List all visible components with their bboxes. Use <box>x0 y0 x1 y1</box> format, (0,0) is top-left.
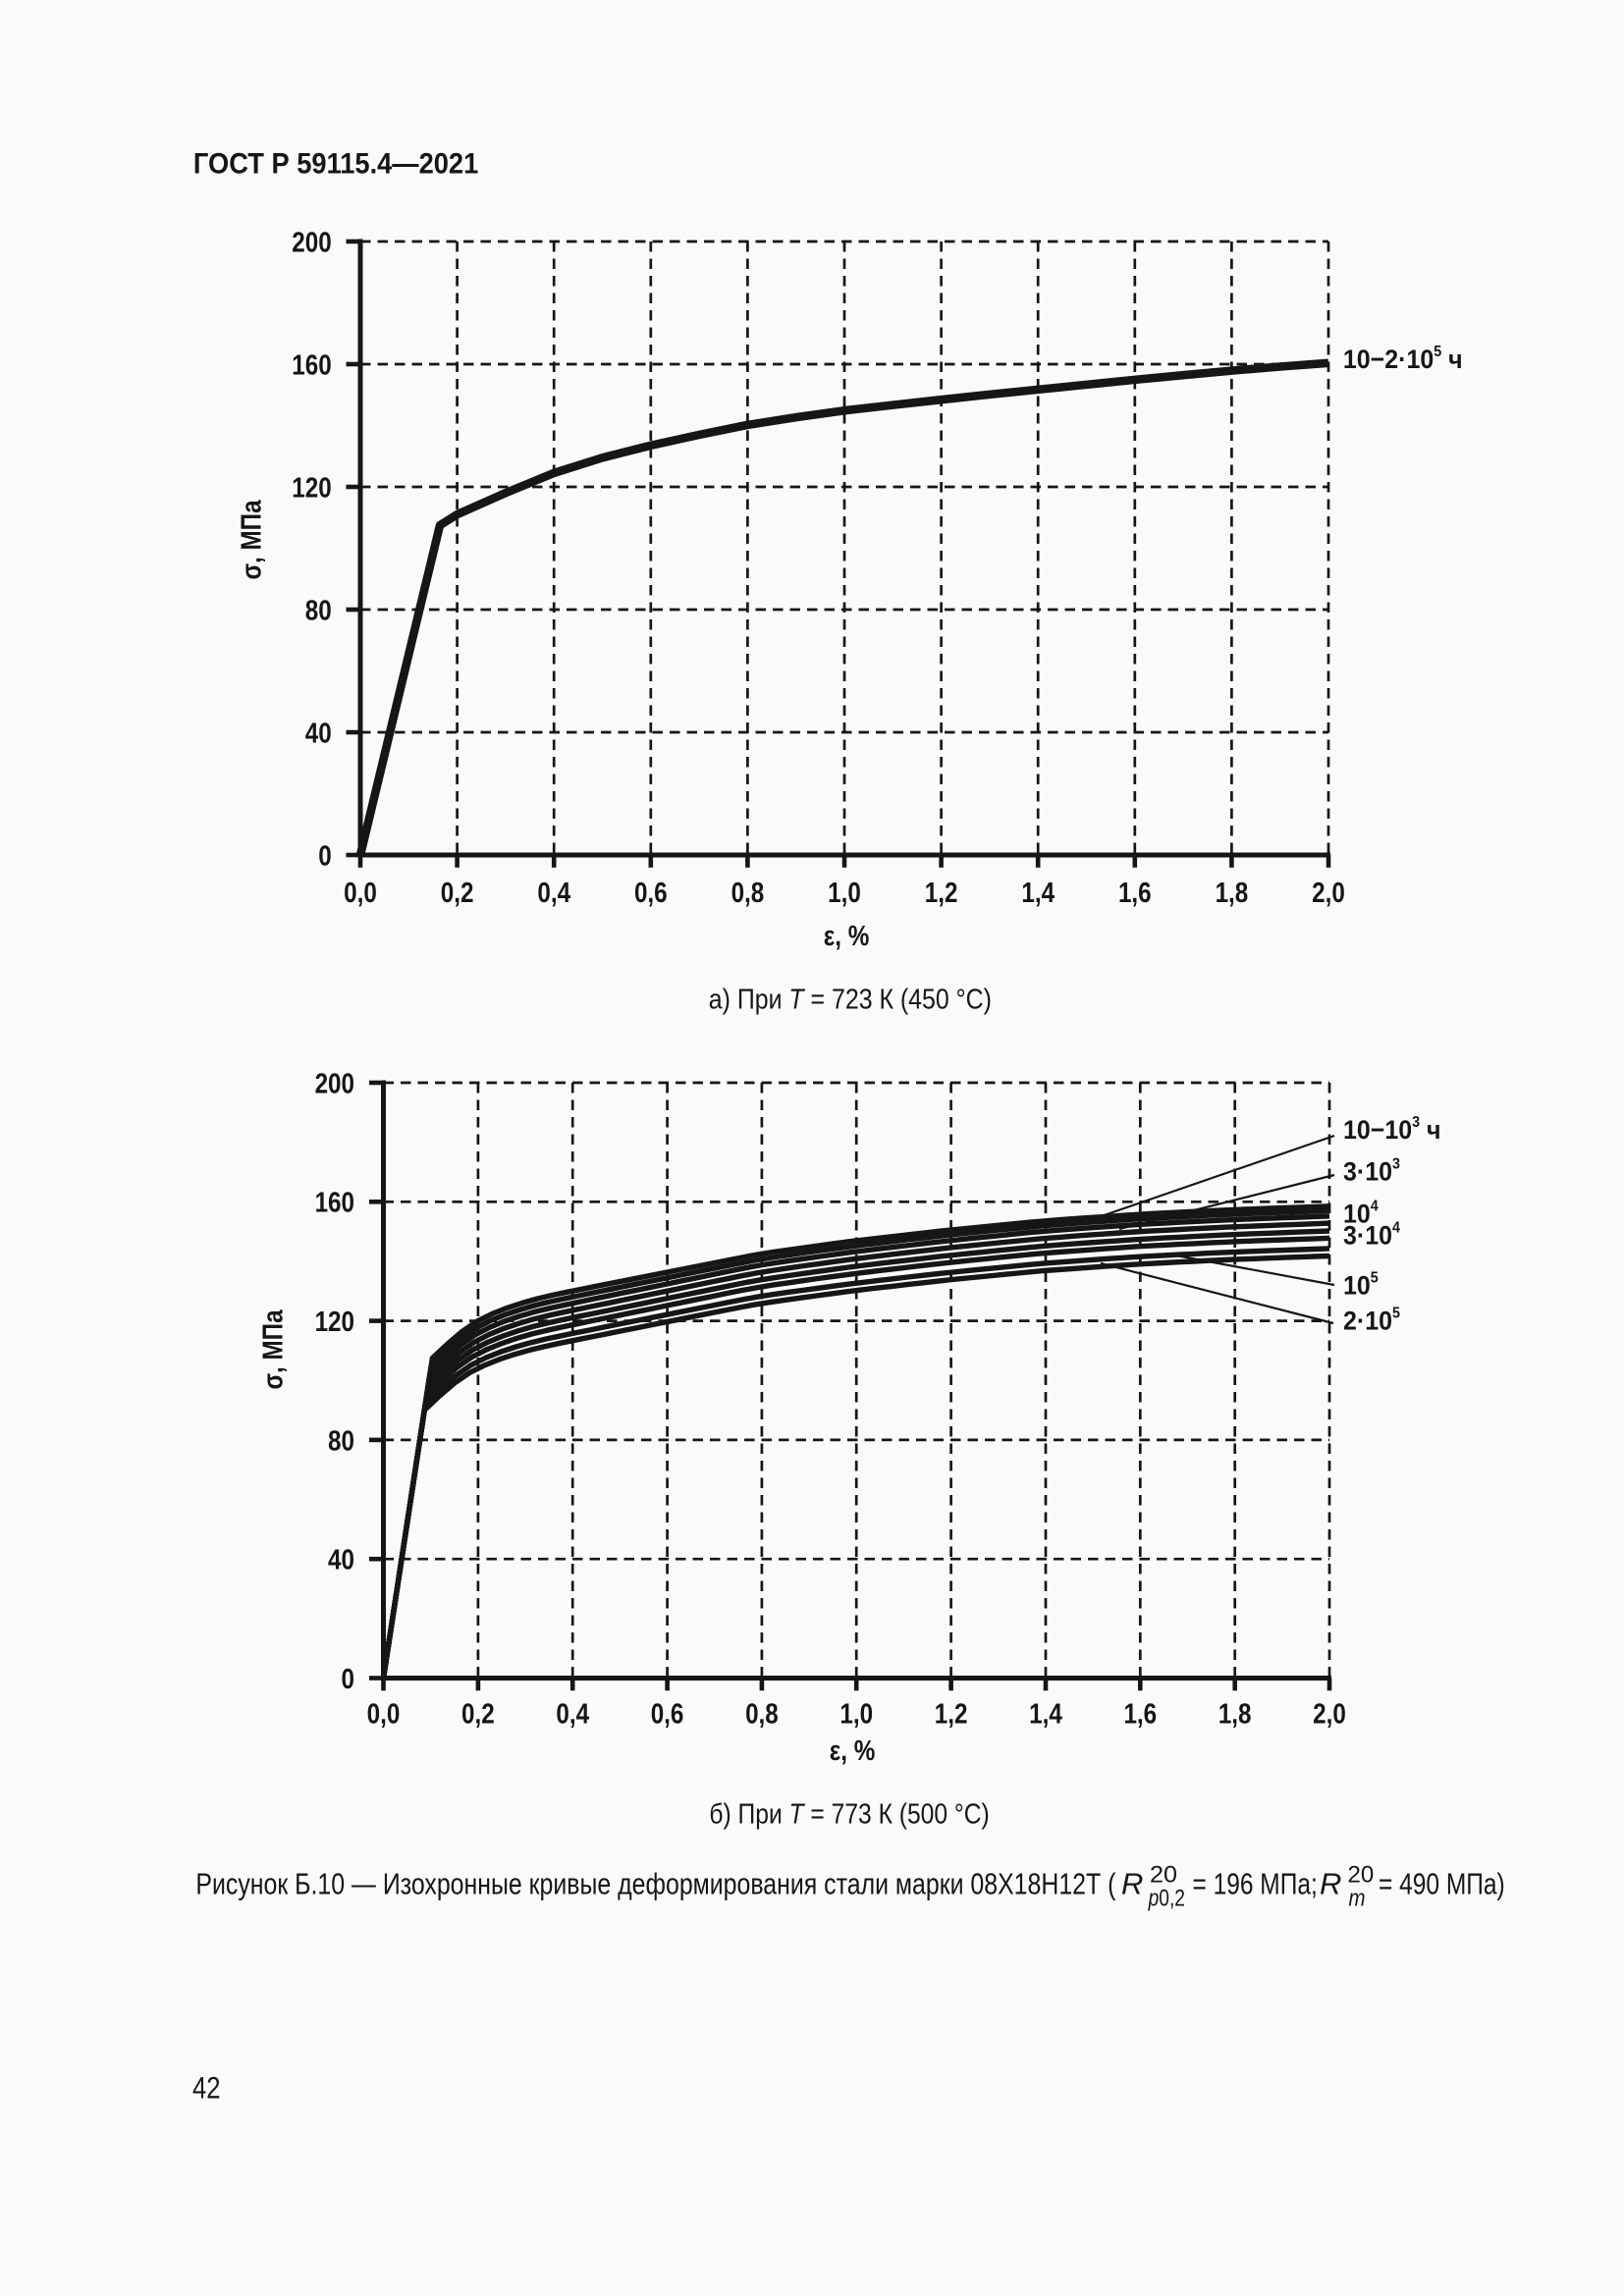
svg-text:200: 200 <box>292 227 331 258</box>
svg-text:120: 120 <box>315 1306 354 1337</box>
svg-text:σ, МПа: σ, МПа <box>257 1309 289 1389</box>
svg-text:б) При Т = 773 К (500 °С): б) При Т = 773 К (500 °С) <box>709 1798 989 1830</box>
svg-text:80: 80 <box>328 1424 354 1456</box>
svg-text:2·105: 2·105 <box>1343 1305 1400 1336</box>
svg-text:160: 160 <box>315 1187 354 1218</box>
svg-text:σ, МПа: σ, МПа <box>236 500 267 579</box>
svg-text:0,2: 0,2 <box>441 877 474 908</box>
svg-text:0,4: 0,4 <box>537 877 570 908</box>
svg-text:0: 0 <box>342 1663 354 1694</box>
svg-text:3·103: 3·103 <box>1343 1155 1400 1187</box>
svg-text:0,0: 0,0 <box>367 1698 401 1730</box>
svg-text:20: 20 <box>1348 1862 1375 1889</box>
svg-text:0,0: 0,0 <box>344 877 377 908</box>
svg-text:105: 105 <box>1343 1269 1379 1301</box>
svg-text:R: R <box>1121 1867 1143 1901</box>
svg-text:R: R <box>1320 1867 1341 1901</box>
svg-text:10−103 ч: 10−103 ч <box>1343 1114 1441 1146</box>
svg-text:ε, %: ε, % <box>830 1735 875 1766</box>
svg-text:10−2·105 ч: 10−2·105 ч <box>1343 344 1463 375</box>
svg-text:0,6: 0,6 <box>651 1698 684 1730</box>
svg-text:200: 200 <box>315 1068 354 1099</box>
svg-text:1,8: 1,8 <box>1216 877 1249 908</box>
svg-text:ε, %: ε, % <box>824 920 869 951</box>
svg-text:1,8: 1,8 <box>1218 1698 1252 1730</box>
svg-text:= 490 МПа): = 490 МПа) <box>1379 1867 1505 1900</box>
svg-text:20: 20 <box>1150 1862 1177 1888</box>
svg-text:42: 42 <box>192 2071 221 2106</box>
svg-text:m: m <box>1349 1885 1366 1911</box>
svg-text:p0,2: p0,2 <box>1148 1884 1185 1911</box>
svg-text:1,4: 1,4 <box>1021 877 1055 908</box>
svg-text:1,2: 1,2 <box>925 877 958 908</box>
svg-text:1,2: 1,2 <box>935 1698 968 1730</box>
svg-text:3·104: 3·104 <box>1343 1219 1401 1251</box>
svg-text:0,2: 0,2 <box>461 1698 495 1730</box>
svg-text:ГОСТ Р 59115.4—2021: ГОСТ Р 59115.4—2021 <box>193 147 478 180</box>
svg-text:0,4: 0,4 <box>556 1698 589 1730</box>
svg-text:40: 40 <box>328 1544 354 1575</box>
svg-text:а) При Т = 723 К (450 °С): а) При Т = 723 К (450 °С) <box>709 984 992 1015</box>
svg-text:40: 40 <box>305 718 332 749</box>
svg-text:80: 80 <box>305 595 332 626</box>
svg-text:1,0: 1,0 <box>839 1698 873 1730</box>
svg-text:1,4: 1,4 <box>1029 1698 1062 1730</box>
svg-text:160: 160 <box>292 349 331 381</box>
svg-text:Рисунок Б.10 — Изохронные крив: Рисунок Б.10 — Изохронные кривые деформи… <box>195 1867 1116 1900</box>
svg-text:1,0: 1,0 <box>828 877 861 908</box>
svg-text:0,8: 0,8 <box>731 877 765 908</box>
svg-text:= 196 МПа;: = 196 МПа; <box>1193 1867 1318 1900</box>
svg-text:120: 120 <box>292 472 331 504</box>
svg-text:1,6: 1,6 <box>1118 877 1152 908</box>
svg-text:2,0: 2,0 <box>1313 1698 1346 1730</box>
svg-text:2,0: 2,0 <box>1312 877 1345 908</box>
svg-text:0: 0 <box>318 840 331 872</box>
svg-text:104: 104 <box>1343 1198 1379 1229</box>
svg-text:0,6: 0,6 <box>634 877 668 908</box>
svg-text:1,6: 1,6 <box>1123 1698 1157 1730</box>
svg-text:0,8: 0,8 <box>745 1698 779 1730</box>
